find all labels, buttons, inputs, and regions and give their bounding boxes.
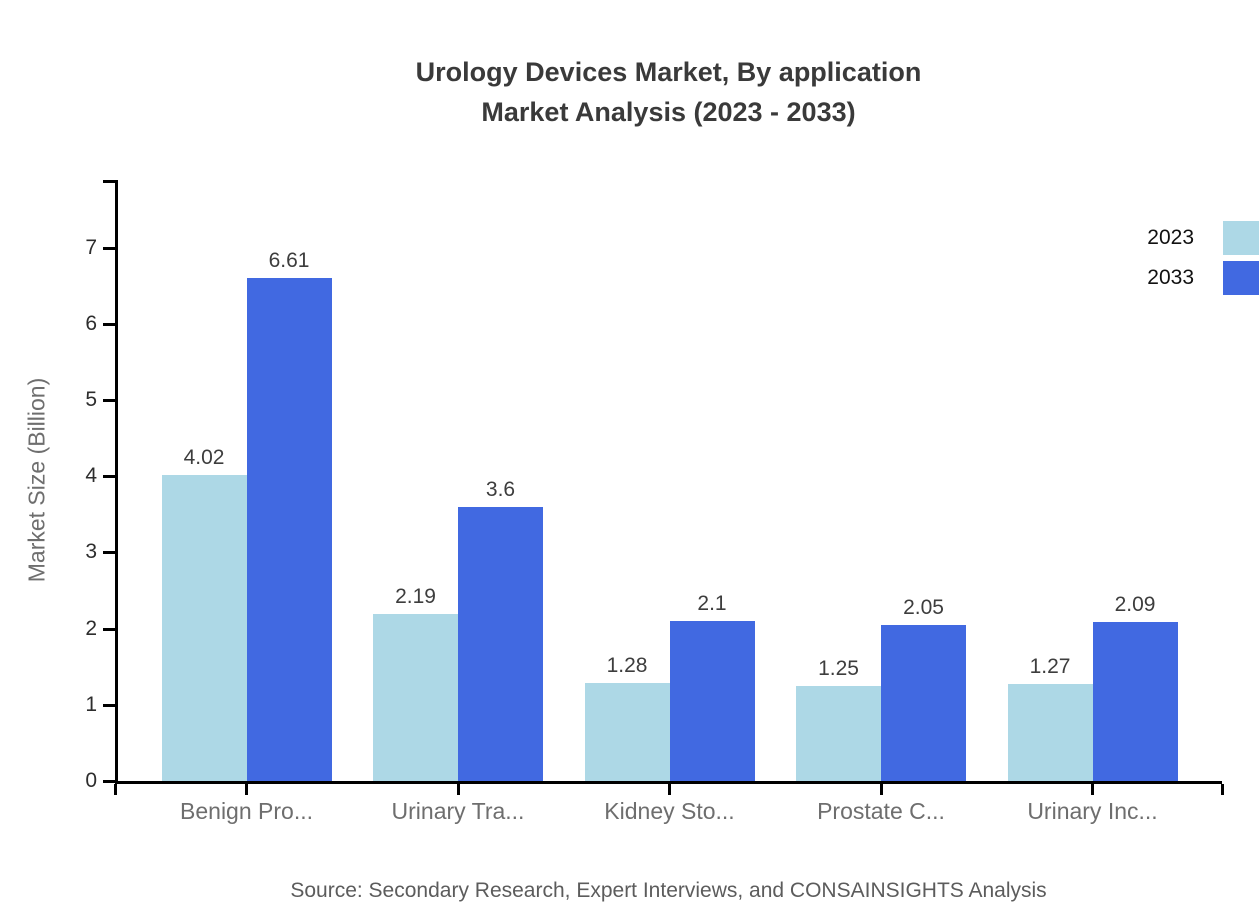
bar-2033-group5 — [1092, 621, 1178, 781]
legend-item-2023: 2023 — [1147, 221, 1259, 255]
legend-label: 2033 — [1147, 266, 1194, 289]
y-tick-label: 6 — [85, 311, 97, 335]
y-tick-label: 2 — [85, 616, 97, 640]
bar-2033-group4 — [881, 624, 966, 781]
plot-area: 0 1 2 3 4 5 6 7 4.02 6.61 Benign Pro... 2.19 3.6 Urin… — [85, 180, 1224, 824]
legend-swatch — [1223, 221, 1259, 255]
x-tick-mark — [1220, 784, 1224, 795]
bar-value-label: 3.6 — [485, 477, 516, 501]
legend-item-2033: 2033 — [1147, 261, 1259, 295]
bar-value-label: 2.09 — [1114, 592, 1156, 616]
legend-swatch — [1223, 261, 1259, 295]
chart-title: Urology Devices Market, By application M… — [115, 52, 1222, 132]
x-axis-line — [115, 781, 1222, 784]
legend: 2023 2033 — [1147, 221, 1259, 295]
y-tick-mark — [103, 780, 115, 783]
bar-2023-group2 — [373, 614, 458, 781]
x-tick-mark — [245, 784, 248, 795]
x-tick-mark — [668, 784, 671, 795]
bar-value-label: 1.25 — [818, 656, 859, 680]
x-category-label: Urinary Tra... — [391, 798, 525, 824]
bar-value-label: 6.61 — [268, 248, 310, 272]
y-tick-label: 0 — [85, 769, 97, 792]
bar-2023-group5 — [1007, 684, 1093, 781]
y-tick-mark — [103, 627, 115, 631]
x-category-label: Benign Pro... — [180, 798, 313, 824]
bar-2033-group3 — [669, 621, 755, 781]
x-category-label: Kidney Sto... — [604, 798, 735, 824]
bar-value-label: 1.27 — [1029, 655, 1071, 679]
bar-2023-group3 — [584, 683, 670, 781]
legend-label: 2023 — [1147, 226, 1194, 249]
bar-value-label: 1.28 — [606, 654, 648, 678]
bar-2023-group1 — [161, 474, 247, 781]
y-tick-label: 5 — [85, 388, 97, 412]
x-tick-mark — [1091, 784, 1094, 795]
x-tick-mark — [456, 784, 460, 795]
y-axis-top-tick-mark — [103, 180, 115, 183]
y-tick-label: 3 — [85, 540, 97, 564]
y-tick-mark — [103, 399, 115, 403]
y-axis-line — [115, 180, 118, 784]
y-tick-mark — [103, 551, 115, 555]
bar-value-label: 2.1 — [697, 592, 727, 616]
y-tick-mark — [103, 322, 115, 326]
bar-2033-group2 — [458, 506, 543, 781]
y-axis-title: Market Size (Billion) — [23, 377, 50, 583]
y-tick-mark — [103, 246, 115, 250]
bar-value-label: 2.05 — [903, 595, 944, 619]
bar-value-label: 4.02 — [183, 445, 225, 469]
bar-2033-group1 — [246, 277, 332, 781]
x-category-label: Prostate C... — [817, 798, 945, 824]
y-tick-label: 1 — [85, 692, 97, 716]
x-tick-mark — [879, 784, 883, 795]
y-tick-label: 7 — [85, 235, 97, 259]
x-category-label: Urinary Inc... — [1027, 798, 1158, 824]
chart-title-line1: Urology Devices Market, By application — [415, 57, 922, 87]
y-tick-mark — [103, 475, 115, 479]
bar-2023-group4 — [796, 685, 881, 781]
y-tick-mark — [103, 703, 115, 707]
x-tick-mark — [113, 784, 117, 795]
chart-title-line2: Market Analysis (2023 - 2033) — [481, 97, 856, 127]
source-note: Source: Secondary Research, Expert Inter… — [290, 879, 1047, 902]
bar-value-label: 2.19 — [395, 585, 436, 609]
y-tick-label: 4 — [85, 464, 97, 488]
